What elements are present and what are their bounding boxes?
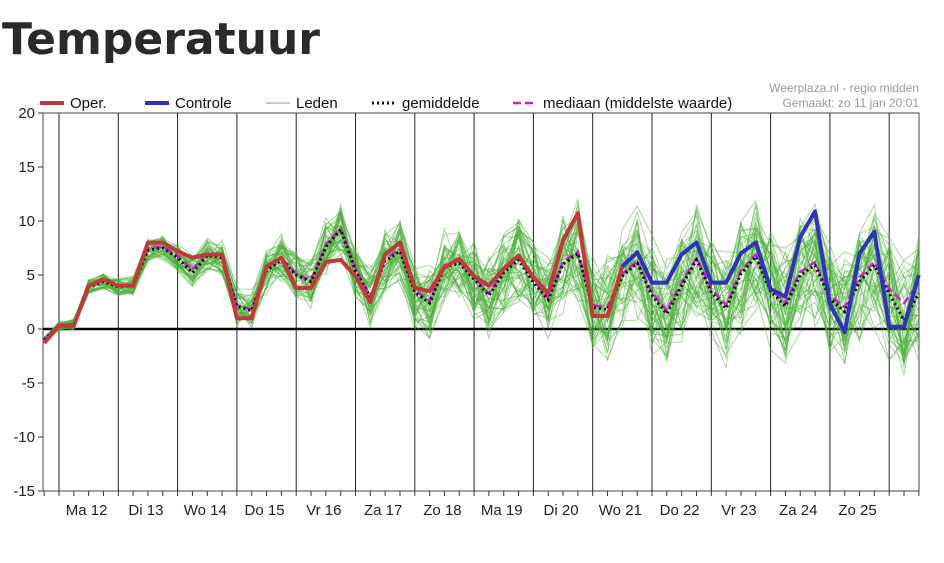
x-day-label: Di 13 — [128, 502, 163, 519]
x-day-label: Di 20 — [544, 502, 579, 519]
x-day-label: Ma 19 — [481, 502, 523, 519]
x-day-label: Zo 18 — [423, 502, 461, 519]
legend-label-gemiddelde: gemiddelde — [402, 95, 480, 112]
y-tick-label: -5 — [22, 375, 35, 392]
credit-line-1: Weerplaza.nl - regio midden — [769, 81, 919, 95]
legend-label-controle: Controle — [175, 95, 232, 112]
ensemble-member-line — [43, 211, 920, 358]
plot-frame — [42, 112, 920, 492]
credit-line-2: Gemaakt: zo 11 jan 20:01 — [782, 96, 919, 110]
ensemble-member-line — [43, 224, 920, 344]
ensemble-member-line — [43, 208, 920, 358]
y-tick-label: -10 — [13, 429, 35, 446]
ensemble-member-line — [43, 218, 920, 350]
legend-label-leden: Leden — [296, 95, 338, 112]
ensemble-member-line — [43, 236, 920, 364]
ensemble-member-line — [43, 208, 920, 341]
main-series-layer — [42, 209, 921, 345]
x-day-label: Wo 21 — [599, 502, 642, 519]
axes-layer: -15 -10 -5 0 5 10 15 20 Ma 12 Di 13 Wo 14 Do 15 Vr 1… — [13, 105, 920, 519]
x-day-label: Zo 25 — [838, 502, 876, 519]
y-tick-label: 20 — [18, 105, 35, 122]
x-day-label: Wo 14 — [184, 502, 227, 519]
y-tick-label: 10 — [18, 213, 35, 230]
y-tick-label: -15 — [13, 483, 35, 500]
ensemble-member-line — [43, 202, 920, 361]
ensemble-member-line — [43, 227, 920, 364]
ensemble-member-line — [43, 226, 920, 362]
series-line-oper — [42, 211, 625, 345]
x-day-label: Vr 16 — [306, 502, 341, 519]
ensemble-member-line — [43, 231, 920, 368]
ensemble-member-line — [43, 224, 920, 348]
ensemble-member-line — [43, 205, 920, 360]
ensemble-member-line — [43, 202, 920, 346]
ensemble-member-line — [43, 224, 919, 348]
ensemble-member-line — [43, 212, 920, 341]
ensemble-member-line — [43, 210, 920, 344]
ensemble-member-line — [43, 211, 920, 339]
ensemble-member-line — [43, 219, 920, 362]
x-day-label: Za 24 — [779, 502, 817, 519]
legend-label-oper: Oper. — [70, 95, 107, 112]
series-line-controle — [620, 209, 921, 335]
ensemble-member-line — [43, 224, 920, 356]
x-day-label: Vr 23 — [721, 502, 756, 519]
ensemble-member-line — [43, 224, 920, 362]
ensemble-member-line — [43, 231, 920, 350]
legend: Oper. Controle Leden gemiddelde mediaan (mid… — [40, 95, 732, 112]
y-tick-label: 15 — [18, 159, 35, 176]
x-day-label: Do 15 — [245, 502, 285, 519]
statistics-layer — [43, 226, 921, 341]
y-tick-label: 5 — [27, 267, 35, 284]
y-tick-label: 0 — [27, 321, 35, 338]
x-day-label: Ma 12 — [66, 502, 108, 519]
page-title: Temperatuur — [2, 14, 320, 65]
ensemble-member-line — [43, 225, 920, 356]
ensemble-member-line — [43, 216, 920, 344]
ensemble-member-line — [43, 225, 920, 342]
series-line-gemiddelde — [43, 226, 921, 341]
x-day-label: Za 17 — [364, 502, 402, 519]
ensemble-member-line — [43, 216, 919, 354]
ensemble-member-line — [43, 204, 920, 364]
x-day-label: Do 22 — [660, 502, 700, 519]
ensemble-member-line — [43, 224, 920, 376]
legend-label-mediaan: mediaan (middelste waarde) — [543, 95, 732, 112]
